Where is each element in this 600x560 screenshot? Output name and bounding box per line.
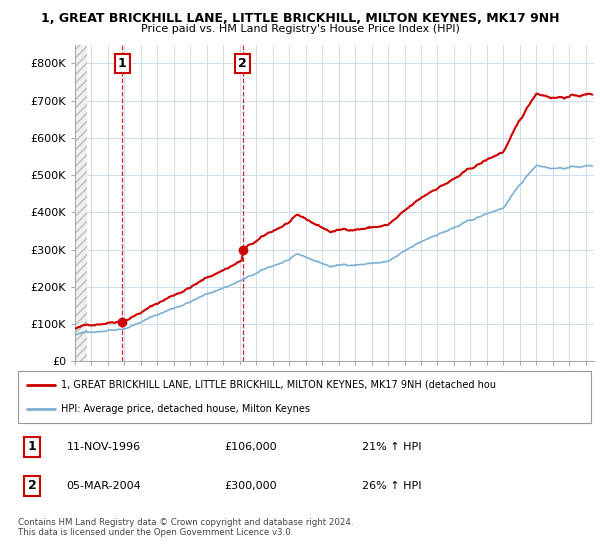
Text: 1, GREAT BRICKHILL LANE, LITTLE BRICKHILL, MILTON KEYNES, MK17 9NH (detached hou: 1, GREAT BRICKHILL LANE, LITTLE BRICKHIL… [61, 380, 496, 390]
Text: 21% ↑ HPI: 21% ↑ HPI [362, 442, 421, 452]
Text: £106,000: £106,000 [224, 442, 277, 452]
FancyBboxPatch shape [18, 371, 591, 423]
Text: Price paid vs. HM Land Registry's House Price Index (HPI): Price paid vs. HM Land Registry's House … [140, 24, 460, 34]
Text: 05-MAR-2004: 05-MAR-2004 [67, 480, 142, 491]
Text: 1: 1 [28, 440, 37, 454]
Text: Contains HM Land Registry data © Crown copyright and database right 2024.
This d: Contains HM Land Registry data © Crown c… [18, 518, 353, 538]
Text: 1, GREAT BRICKHILL LANE, LITTLE BRICKHILL, MILTON KEYNES, MK17 9NH: 1, GREAT BRICKHILL LANE, LITTLE BRICKHIL… [41, 12, 559, 25]
Text: 11-NOV-1996: 11-NOV-1996 [67, 442, 141, 452]
Text: £300,000: £300,000 [224, 480, 277, 491]
Text: 2: 2 [238, 57, 247, 70]
Text: 1: 1 [118, 57, 127, 70]
Text: HPI: Average price, detached house, Milton Keynes: HPI: Average price, detached house, Milt… [61, 404, 310, 414]
Text: 2: 2 [28, 479, 37, 492]
Text: 26% ↑ HPI: 26% ↑ HPI [362, 480, 421, 491]
